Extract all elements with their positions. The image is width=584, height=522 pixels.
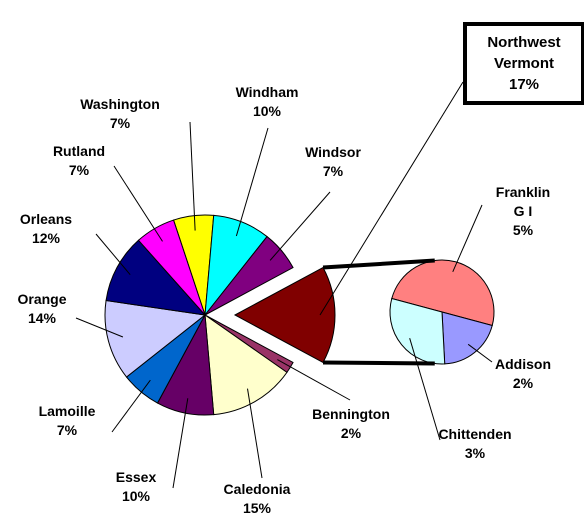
leader-line <box>319 81 464 316</box>
pie-slice <box>105 239 207 316</box>
category-name: Caledonia <box>223 481 291 497</box>
pie-slice <box>204 235 294 316</box>
category-name: Franklin G I <box>495 184 551 219</box>
slice-label: Essex 10% <box>101 468 171 506</box>
slice-label: Washington 7% <box>65 95 175 133</box>
category-name: Bennington <box>312 406 390 422</box>
pie-slice <box>391 259 495 327</box>
pie-slice <box>233 266 336 364</box>
pie-slice <box>137 219 206 316</box>
leader-line <box>172 398 189 489</box>
leader-line <box>269 191 331 261</box>
value-label: 7% <box>56 422 78 438</box>
slice-label: Rutland 7% <box>39 142 119 180</box>
connector-line <box>322 258 435 270</box>
pie-slice <box>389 297 446 365</box>
leader-line <box>113 165 163 242</box>
slice-label: Lamoille 7% <box>22 402 112 440</box>
category-name: Rutland <box>52 143 106 159</box>
value-label: 14% <box>27 310 57 326</box>
category-name: Essex <box>115 469 157 485</box>
slice-label: Chittenden 3% <box>425 425 525 463</box>
slice-label: Windham 10% <box>222 83 312 121</box>
category-name: Northwest Vermont <box>487 34 561 72</box>
category-name: Washington <box>80 96 160 112</box>
value-label: 17% <box>508 76 540 93</box>
value-label: 12% <box>31 230 61 246</box>
leader-line <box>277 359 351 401</box>
slice-label: Northwest Vermont 17% <box>463 22 584 105</box>
slice-label: Windsor 7% <box>293 143 373 181</box>
leader-line <box>409 338 441 441</box>
value-label: 7% <box>322 163 344 179</box>
leader-line <box>95 233 131 275</box>
leader-line <box>235 127 269 237</box>
value-label: 15% <box>242 500 272 516</box>
leader-line <box>452 204 483 273</box>
leader-line <box>111 379 151 433</box>
pie-slice <box>204 313 288 416</box>
leader-line <box>75 317 124 338</box>
leader-line <box>467 343 493 363</box>
slice-label: Caledonia 15% <box>207 480 307 518</box>
value-label: 10% <box>121 488 151 504</box>
category-name: Lamoille <box>38 403 96 419</box>
value-label: 5% <box>512 222 534 238</box>
slice-label: Orleans 12% <box>6 210 86 248</box>
slice-label: Bennington 2% <box>301 405 401 443</box>
pie-slice <box>104 299 207 378</box>
category-name: Orleans <box>19 211 73 227</box>
slice-label: Addison 2% <box>483 355 563 393</box>
slice-label: Franklin G I 5% <box>491 183 555 240</box>
slice-label: Orange 14% <box>2 290 82 328</box>
category-name: Windham <box>235 84 299 100</box>
pie-slice <box>441 311 493 365</box>
category-name: Orange <box>17 291 67 307</box>
value-label: 7% <box>109 115 131 131</box>
value-label: 2% <box>340 425 362 441</box>
category-name: Chittenden <box>438 426 512 442</box>
leader-line <box>189 121 196 231</box>
category-name: Windsor <box>305 144 361 160</box>
leader-line <box>247 388 263 479</box>
value-label: 7% <box>68 162 90 178</box>
value-label: 10% <box>252 103 282 119</box>
connector-line <box>323 360 435 366</box>
category-name: Addison <box>495 356 551 372</box>
value-label: 3% <box>464 445 486 461</box>
value-label: 2% <box>512 375 534 391</box>
